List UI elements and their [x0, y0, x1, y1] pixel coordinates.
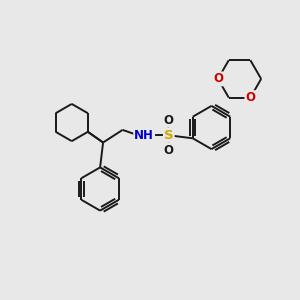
Text: O: O [245, 91, 255, 104]
Text: O: O [213, 72, 223, 86]
Text: O: O [163, 114, 173, 127]
Text: S: S [164, 129, 174, 142]
Text: NH: NH [134, 129, 154, 142]
Text: O: O [163, 144, 173, 157]
